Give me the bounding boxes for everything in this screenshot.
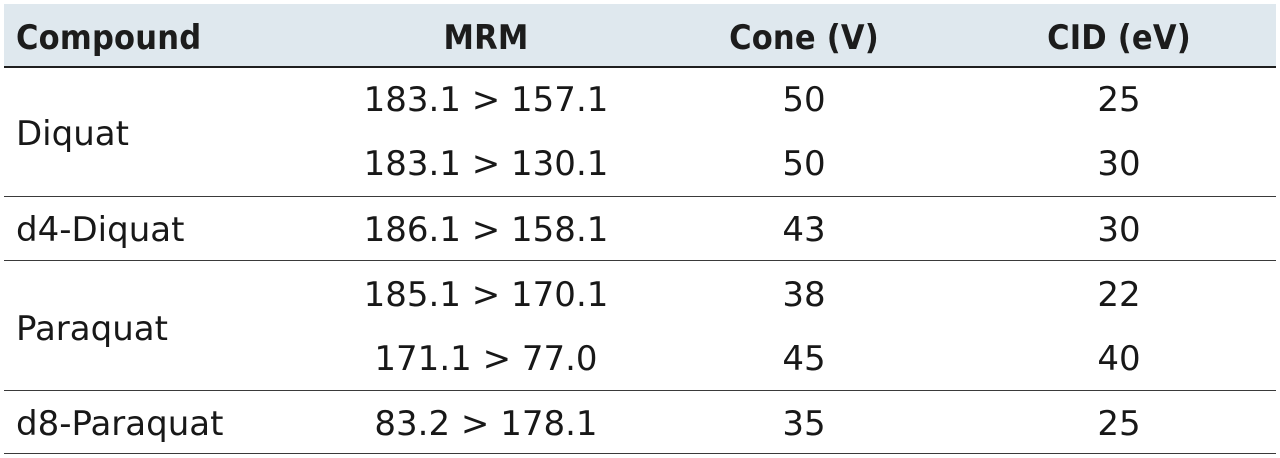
cid-value: 22	[1097, 275, 1141, 315]
cid-value: 30	[1097, 144, 1141, 184]
header-mrm: MRM	[443, 18, 529, 58]
compound-name: d8-Paraquat	[16, 404, 224, 444]
mrm-value: 183.1 > 130.1	[363, 144, 609, 184]
mrm-value: 185.1 > 170.1	[363, 275, 609, 315]
mrm-value: 171.1 > 77.0	[374, 339, 598, 379]
compound-name: Diquat	[16, 114, 129, 154]
table-bottom-border	[4, 453, 1276, 454]
data-table: Compound MRM Cone (V) CID (eV) Diquat 18…	[4, 0, 1276, 455]
row-divider	[4, 196, 1276, 197]
table-header: Compound MRM Cone (V) CID (eV)	[4, 4, 1276, 68]
header-cid: CID (eV)	[1047, 18, 1191, 58]
compound-name: Paraquat	[16, 309, 168, 349]
row-divider	[4, 390, 1276, 391]
row-divider	[4, 260, 1276, 261]
cid-value: 30	[1097, 210, 1141, 250]
cone-value: 45	[782, 339, 826, 379]
header-cone: Cone (V)	[729, 18, 879, 58]
header-compound: Compound	[16, 18, 202, 58]
mrm-value: 83.2 > 178.1	[374, 404, 598, 444]
cone-value: 38	[782, 275, 826, 315]
cid-value: 40	[1097, 339, 1141, 379]
cone-value: 35	[782, 404, 826, 444]
mrm-value: 186.1 > 158.1	[363, 210, 609, 250]
cone-value: 50	[782, 80, 826, 120]
mrm-value: 183.1 > 157.1	[363, 80, 609, 120]
cid-value: 25	[1097, 404, 1141, 444]
compound-name: d4-Diquat	[16, 210, 185, 250]
cone-value: 43	[782, 210, 826, 250]
cid-value: 25	[1097, 80, 1141, 120]
cone-value: 50	[782, 144, 826, 184]
